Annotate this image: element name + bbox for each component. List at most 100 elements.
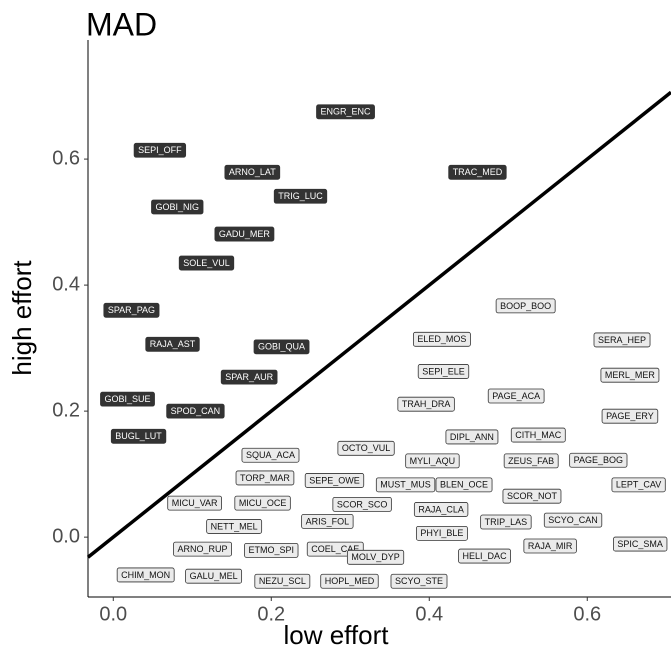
point-label: SEPI_OFF — [133, 142, 187, 158]
point — [167, 495, 222, 511]
point-name: PAGE_ERY — [606, 411, 654, 421]
point-name: ENGR_ENC — [321, 107, 372, 117]
point-label: GOBI_SUE — [100, 391, 155, 407]
point — [502, 488, 562, 504]
point-label: PAGE_BOG — [569, 452, 628, 468]
point — [116, 567, 175, 583]
point-name: TRIG_LUC — [278, 191, 323, 201]
point — [503, 453, 559, 469]
point-label: SEPI_ELE — [417, 364, 470, 379]
point-name: SEPI_OFF — [138, 145, 182, 155]
point-label: GADU_MER — [214, 226, 275, 242]
point — [133, 142, 187, 158]
point-name: GOBI_NIG — [156, 202, 200, 212]
point — [413, 502, 469, 517]
point-label: SCYO_STE — [390, 573, 448, 589]
point-label: SCOR_SCO — [332, 496, 392, 512]
point-label: SOLE_VUL — [178, 255, 235, 271]
point-name: SEPI_ELE — [422, 366, 465, 376]
point — [415, 525, 468, 541]
point — [145, 336, 200, 352]
point — [405, 453, 460, 469]
point — [337, 440, 395, 456]
point-label: SPAR_PAG — [103, 302, 160, 318]
point-name: NEZU_SCL — [259, 576, 306, 586]
point-name: PAGE_ACA — [492, 391, 540, 401]
point — [234, 495, 291, 511]
point — [613, 536, 668, 552]
point-label: ARNO_RUP — [173, 541, 232, 557]
point — [487, 388, 545, 404]
point-label: CITH_MAC — [510, 427, 566, 443]
y-tick-label: 0.4 — [52, 273, 80, 295]
point-name: BUGL_LUT — [115, 431, 162, 441]
point-name: TORP_MAR — [240, 473, 290, 483]
point-name: BLEN_OCE — [440, 480, 488, 490]
point-name: MERL_MER — [605, 370, 656, 380]
point — [320, 573, 379, 589]
point — [301, 513, 354, 529]
point — [495, 298, 556, 314]
point-name: SPAR_PAG — [108, 305, 155, 315]
y-axis-title: high effort — [7, 260, 37, 376]
point — [600, 367, 660, 383]
point-label: GOBI_NIG — [151, 199, 204, 215]
chart-title: MAD — [86, 6, 157, 42]
point-name: ELED_MOS — [417, 334, 466, 344]
point — [375, 477, 436, 493]
point — [244, 542, 299, 558]
point-name: HELI_DAC — [463, 551, 508, 561]
point-label: HOPL_MED — [320, 573, 379, 589]
point — [220, 369, 278, 385]
point — [332, 496, 392, 512]
point — [417, 364, 470, 379]
point-name: GALU_MEL — [190, 571, 238, 581]
point-name: MYLI_AQU — [410, 456, 456, 466]
identity-line — [86, 90, 671, 559]
point-label: ZEUS_FAB — [503, 453, 559, 469]
x-axis-title: low effort — [283, 620, 389, 650]
point-label: PHYI_BLE — [415, 525, 468, 541]
point-label: TRAC_MED — [448, 164, 507, 180]
point-name: COEL_CAE — [311, 544, 359, 554]
point-name: SPAR_AUR — [225, 372, 273, 382]
point-label: PAGE_ERY — [601, 408, 659, 424]
point-label: SPIC_SMA — [613, 536, 668, 552]
point-label: SPOD_CAN — [166, 403, 225, 419]
point-label: MOLV_DYP — [346, 549, 405, 565]
point-label: MYLI_AQU — [405, 453, 460, 469]
point-name: RAJA_CLA — [418, 504, 464, 514]
point-name: ARNO_LAT — [229, 167, 276, 177]
point-name: BOOP_BOO — [500, 301, 551, 311]
point — [523, 538, 577, 554]
point-label: MICU_VAR — [167, 495, 222, 511]
point-name: PAGE_BOG — [574, 455, 623, 465]
point — [178, 255, 235, 271]
point-label: SPAR_AUR — [220, 369, 278, 385]
point-name: MICU_OCE — [239, 498, 287, 508]
point-label: SCOR_NOT — [502, 488, 562, 504]
point-label: OCTO_VUL — [337, 440, 395, 456]
point-label: ENGR_ENC — [316, 104, 375, 120]
point — [316, 104, 375, 120]
point — [100, 391, 155, 407]
y-tick-label: 0.0 — [52, 525, 80, 547]
point-name: ARIS_FOL — [306, 516, 350, 526]
x-tick-label: 0.6 — [573, 603, 601, 625]
point — [435, 477, 493, 493]
point-name: MICU_VAR — [172, 498, 218, 508]
point-label: RAJA_AST — [145, 336, 200, 352]
point-name: SCOR_SCO — [337, 499, 388, 509]
point — [103, 302, 160, 318]
point-label: MERL_MER — [600, 367, 660, 383]
point-name: LEPT_CAV — [616, 480, 661, 490]
point — [601, 408, 659, 424]
point — [458, 548, 511, 564]
point — [611, 477, 666, 493]
point-name: DIPL_ANN — [450, 432, 494, 442]
point-name: OCTO_VUL — [342, 443, 390, 453]
point-name: CITH_MAC — [515, 430, 562, 440]
point-name: SCYO_CAN — [548, 515, 598, 525]
point — [173, 541, 232, 557]
point — [412, 331, 471, 347]
